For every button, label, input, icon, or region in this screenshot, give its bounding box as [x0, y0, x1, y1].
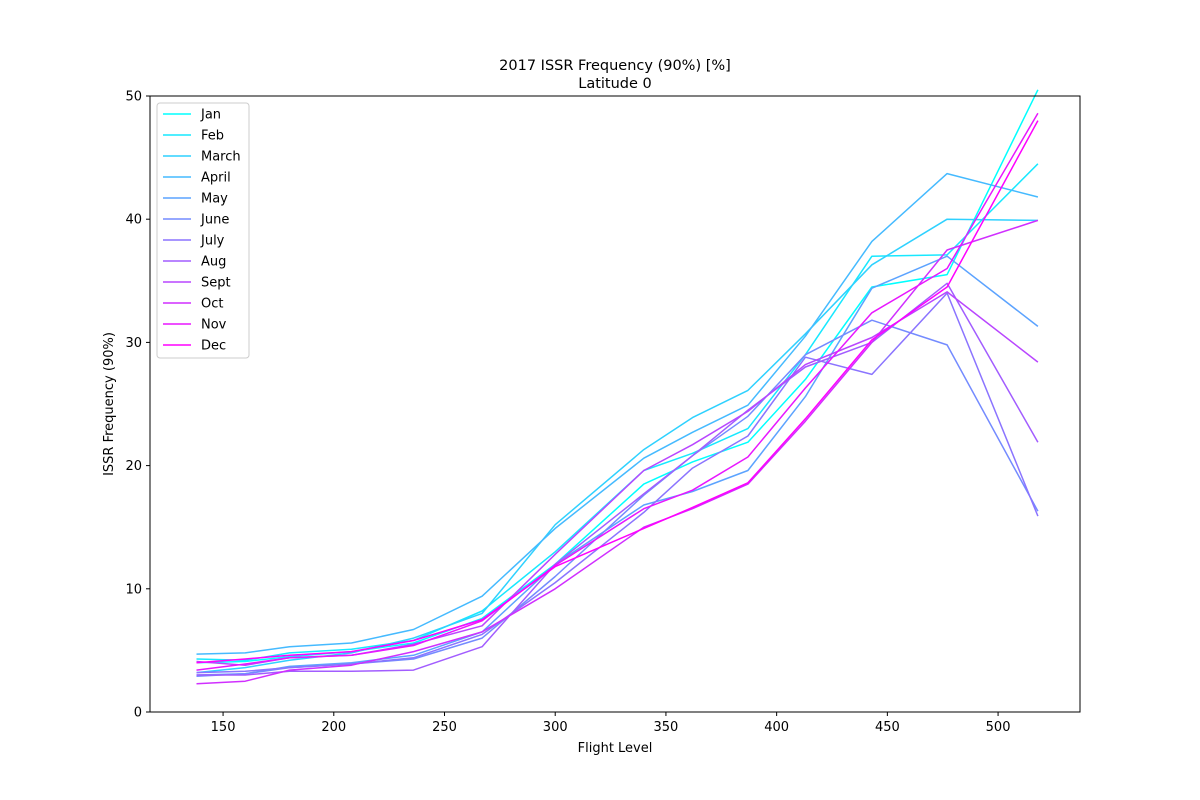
x-tick-label: 450	[875, 720, 900, 735]
series-line-jan	[196, 89, 1039, 664]
series-line-march	[196, 218, 1038, 674]
legend-label-july: July	[200, 234, 225, 249]
legend-box	[156, 102, 250, 359]
series-line-dec	[196, 120, 1039, 664]
legend-label-oct: Oct	[201, 297, 223, 312]
y-axis: 0 10 20 30 40 50	[125, 90, 150, 721]
legend-label-april: April	[201, 171, 231, 186]
x-tick-label: 250	[432, 720, 457, 735]
y-tick-label: 50	[125, 90, 142, 105]
x-tick-label: 300	[543, 720, 568, 735]
legend-label-sept: Sept	[201, 276, 231, 291]
y-tick-label: 10	[125, 582, 142, 597]
series-line-feb	[196, 163, 1039, 662]
legend: Jan Feb March April May June July Aug Sept Oct Nov…	[156, 102, 250, 359]
y-tick-label: 30	[125, 336, 142, 351]
series-layer	[196, 89, 1039, 685]
series-line-july	[196, 292, 1039, 674]
legend-label-aug: Aug	[201, 255, 226, 270]
x-tick-label: 350	[654, 720, 679, 735]
legend-label-jan: Jan	[200, 108, 221, 123]
legend-label-may: May	[201, 192, 228, 207]
x-tick-label: 200	[321, 720, 346, 735]
y-tick-label: 40	[125, 213, 142, 228]
x-axis-label: Flight Level	[578, 741, 653, 756]
series-line-june	[196, 319, 1039, 678]
plot-frame	[149, 95, 1081, 713]
x-tick-label: 150	[211, 720, 236, 735]
chart-subtitle: Latitude 0	[578, 76, 652, 92]
y-tick-label: 0	[134, 706, 142, 721]
series-line-april	[196, 172, 1039, 655]
y-tick-label: 20	[125, 459, 142, 474]
legend-label-june: June	[200, 213, 229, 228]
series-line-aug	[196, 282, 1039, 676]
x-axis: 150 200 250 300 350 400 450 500	[211, 712, 1011, 735]
legend-label-march: March	[201, 150, 241, 165]
x-tick-label: 500	[986, 720, 1011, 735]
legend-label-dec: Dec	[201, 339, 226, 354]
series-line-oct	[196, 219, 1039, 685]
chart-title: 2017 ISSR Frequency (90%) [%]	[499, 58, 731, 74]
legend-label-feb: Feb	[201, 129, 224, 144]
y-axis-label: ISSR Frequency (90%)	[102, 332, 117, 476]
series-line-may	[196, 255, 1039, 676]
series-line-nov	[196, 112, 1039, 671]
legend-label-nov: Nov	[201, 318, 227, 333]
x-tick-label: 400	[764, 720, 789, 735]
